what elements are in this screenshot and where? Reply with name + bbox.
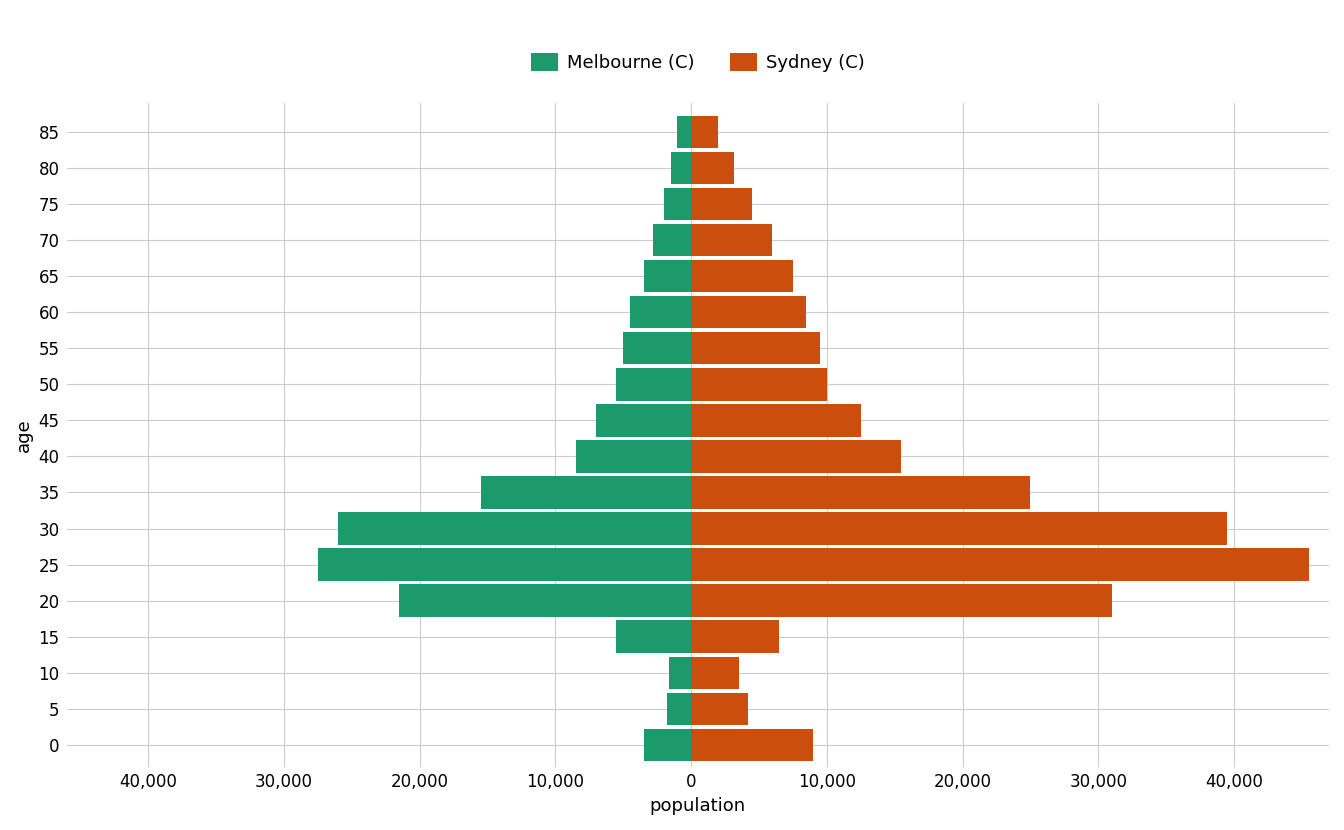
Bar	[617, 368, 691, 401]
Bar	[575, 440, 691, 472]
Bar	[671, 152, 691, 184]
Bar	[691, 476, 1031, 509]
Bar	[691, 368, 827, 401]
Bar	[691, 440, 902, 472]
Bar	[691, 260, 793, 292]
Bar	[691, 188, 753, 220]
Bar	[653, 224, 691, 256]
Bar	[691, 729, 813, 761]
Bar	[691, 584, 1111, 617]
Bar	[339, 512, 691, 544]
Bar	[595, 404, 691, 437]
Bar	[691, 296, 806, 329]
Y-axis label: age: age	[15, 418, 34, 452]
Bar	[691, 692, 749, 725]
Bar	[617, 621, 691, 653]
Bar	[317, 549, 691, 581]
Bar	[644, 729, 691, 761]
Bar	[691, 549, 1309, 581]
Bar	[399, 584, 691, 617]
Bar	[481, 476, 691, 509]
Legend: Melbourne (C), Sydney (C): Melbourne (C), Sydney (C)	[523, 46, 872, 80]
X-axis label: population: population	[649, 797, 746, 815]
Bar	[691, 332, 820, 364]
Bar	[664, 188, 691, 220]
Bar	[691, 224, 773, 256]
Bar	[630, 296, 691, 329]
Bar	[691, 152, 734, 184]
Bar	[691, 621, 780, 653]
Bar	[669, 657, 691, 689]
Bar	[691, 512, 1227, 544]
Bar	[691, 115, 718, 148]
Bar	[691, 657, 739, 689]
Bar	[624, 332, 691, 364]
Bar	[644, 260, 691, 292]
Bar	[691, 404, 860, 437]
Bar	[677, 115, 691, 148]
Bar	[667, 692, 691, 725]
